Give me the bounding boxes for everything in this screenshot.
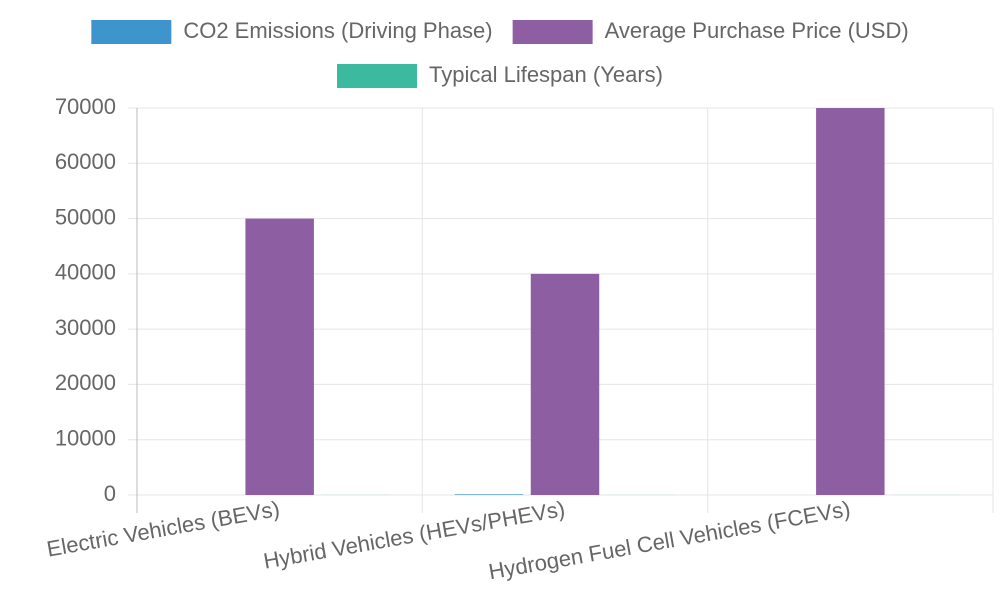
y-tick-label: 10000: [55, 426, 116, 451]
legend-swatch: [512, 20, 593, 44]
y-tick-label: 0: [104, 481, 116, 506]
bar: [245, 218, 314, 496]
legend-swatch: [91, 20, 172, 44]
y-tick-label: 40000: [55, 260, 116, 285]
x-tick-label: Electric Vehicles (BEVs): [45, 496, 282, 562]
legend-swatch: [337, 64, 418, 88]
bar: [816, 108, 885, 495]
legend-label: Average Purchase Price (USD): [605, 18, 909, 43]
y-tick-label: 20000: [55, 370, 116, 395]
y-tick-label: 50000: [55, 204, 116, 229]
y-tick-label: 30000: [55, 315, 116, 340]
legend-label: Typical Lifespan (Years): [429, 62, 663, 87]
y-tick-label: 60000: [55, 149, 116, 174]
bar: [530, 273, 600, 495]
bar: [454, 494, 524, 495]
legend-label: CO2 Emissions (Driving Phase): [183, 18, 492, 43]
y-tick-label: 70000: [55, 94, 116, 119]
